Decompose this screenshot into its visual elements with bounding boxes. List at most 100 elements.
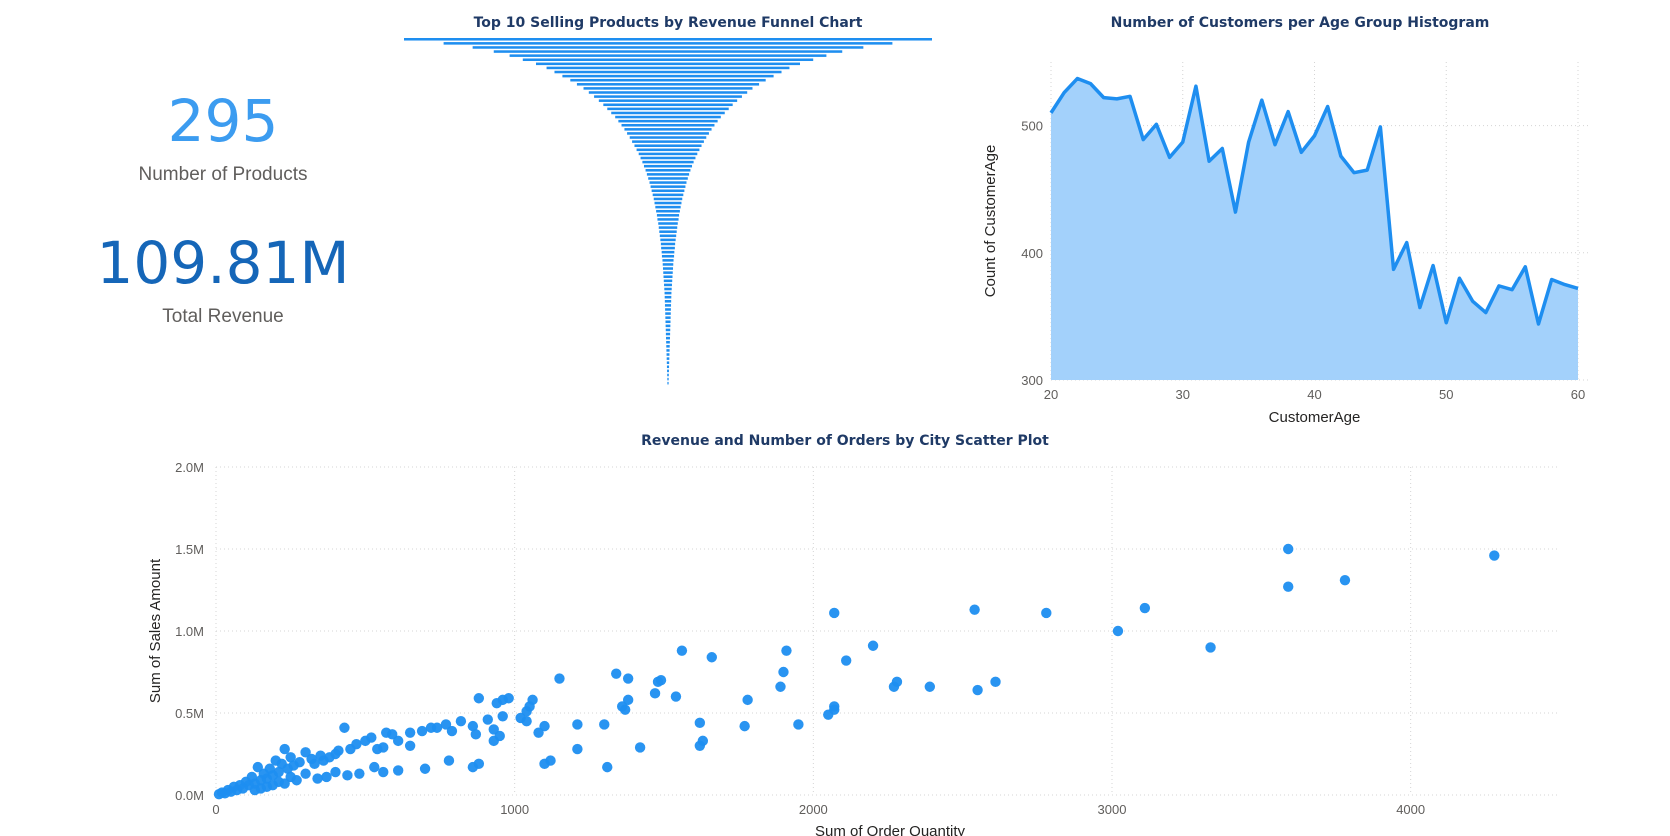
scatter-point <box>1339 574 1351 586</box>
scatter-point <box>670 691 682 702</box>
scatter-point <box>739 720 750 732</box>
scatter-point <box>1139 602 1151 614</box>
funnel-bar <box>653 197 683 201</box>
scatter-y-tick-label: 1.5M <box>175 542 204 557</box>
scatter-point <box>924 681 936 692</box>
scatter-point <box>539 758 550 770</box>
funnel-bar <box>645 169 691 172</box>
scatter-point <box>676 645 688 656</box>
funnel-bar <box>618 119 718 123</box>
scatter-point <box>321 771 332 783</box>
funnel-bar <box>666 365 670 369</box>
scatter-point <box>840 655 852 666</box>
funnel-bar <box>536 62 800 66</box>
scatter-point <box>467 720 479 732</box>
funnel-bar <box>634 144 702 147</box>
scatter-point <box>694 740 706 751</box>
scatter-point <box>1283 543 1294 555</box>
funnel-bar <box>493 50 843 53</box>
area-fill <box>1051 78 1578 380</box>
funnel-bar <box>665 312 671 315</box>
funnel-bar <box>522 58 814 62</box>
area-x-tick-label: 40 <box>1307 387 1321 402</box>
funnel-bar <box>649 181 687 184</box>
funnel-bar <box>659 234 677 238</box>
funnel-bar <box>664 304 672 307</box>
scatter-point <box>446 725 458 737</box>
funnel-bar <box>664 295 672 299</box>
scatter-point <box>392 765 404 776</box>
scatter-point <box>823 709 834 720</box>
scatter-point <box>419 763 431 774</box>
funnel-bar <box>664 283 672 287</box>
funnel-bar <box>665 332 671 336</box>
funnel-bar <box>666 349 670 352</box>
funnel-bar <box>554 70 782 74</box>
funnel-bar <box>667 381 669 385</box>
scatter-point <box>1283 581 1294 592</box>
funnel-bar <box>661 246 675 250</box>
area-y-axis-label: Count of CustomerAge <box>982 145 999 298</box>
funnel-bar <box>652 193 684 197</box>
funnel-bar <box>656 214 680 217</box>
scatter-point <box>888 681 900 692</box>
area-x-tick-label: 20 <box>1044 387 1058 402</box>
scatter-y-axis-label: Sum of Sales Amount <box>147 558 164 703</box>
scatter-point <box>213 788 225 800</box>
scatter-point <box>315 750 326 761</box>
scatter-point <box>793 719 804 730</box>
funnel-bar <box>658 222 678 225</box>
scatter-point <box>249 784 261 796</box>
funnel-bar <box>651 189 685 193</box>
scatter-point <box>306 753 317 765</box>
scatter-point <box>572 743 583 755</box>
scatter-x-tick-label: 0 <box>212 802 219 817</box>
scatter-chart-title: Revenue and Number of Orders by City Sca… <box>641 433 1049 449</box>
histogram-chart-title: Number of Customers per Age Group Histog… <box>1110 15 1490 31</box>
funnel-bar <box>663 271 673 274</box>
scatter-point <box>342 770 353 781</box>
scatter-point <box>491 697 502 709</box>
scatter-point <box>339 722 350 733</box>
funnel-bar <box>663 279 673 283</box>
scatter-point <box>285 752 296 763</box>
scatter-point <box>467 761 479 773</box>
scatter-point <box>829 607 840 619</box>
scatter-point <box>330 766 341 778</box>
funnel-bar <box>665 320 671 324</box>
scatter-point <box>392 735 404 747</box>
scatter-point <box>354 768 365 779</box>
funnel-bar <box>640 156 696 160</box>
scatter-point <box>381 727 392 738</box>
scatter-point <box>300 768 311 779</box>
funnel-bar <box>615 115 721 119</box>
scatter-point <box>634 742 646 753</box>
scatter-point <box>972 684 983 696</box>
scatter-y-tick-label: 0.0M <box>175 788 204 803</box>
scatter-point <box>473 693 485 704</box>
scatter-point <box>345 743 356 755</box>
funnel-bar <box>665 328 671 332</box>
funnel-bar <box>664 287 672 291</box>
funnel-bar <box>509 54 827 57</box>
funnel-bar <box>666 340 670 344</box>
area-x-tick-label: 60 <box>1571 387 1585 402</box>
scatter-y-tick-label: 0.5M <box>175 706 204 721</box>
funnel-bar <box>570 78 766 82</box>
scatter-point <box>404 727 416 738</box>
scatter-point <box>622 673 634 684</box>
scatter-x-tick-label: 4000 <box>1396 802 1425 817</box>
funnel-bar <box>624 128 712 131</box>
scatter-point <box>521 716 532 727</box>
funnel-bar <box>664 291 672 295</box>
scatter-point <box>969 604 980 615</box>
scatter-point <box>440 719 452 730</box>
scatter-point <box>572 719 583 730</box>
funnel-bar <box>598 99 738 102</box>
products-count-label: Number of Products <box>138 164 308 185</box>
scatter-point <box>622 694 634 706</box>
scatter-point <box>1489 550 1500 561</box>
scatter-point <box>742 694 753 706</box>
scatter-point <box>521 706 532 717</box>
scatter-point <box>1205 642 1216 653</box>
